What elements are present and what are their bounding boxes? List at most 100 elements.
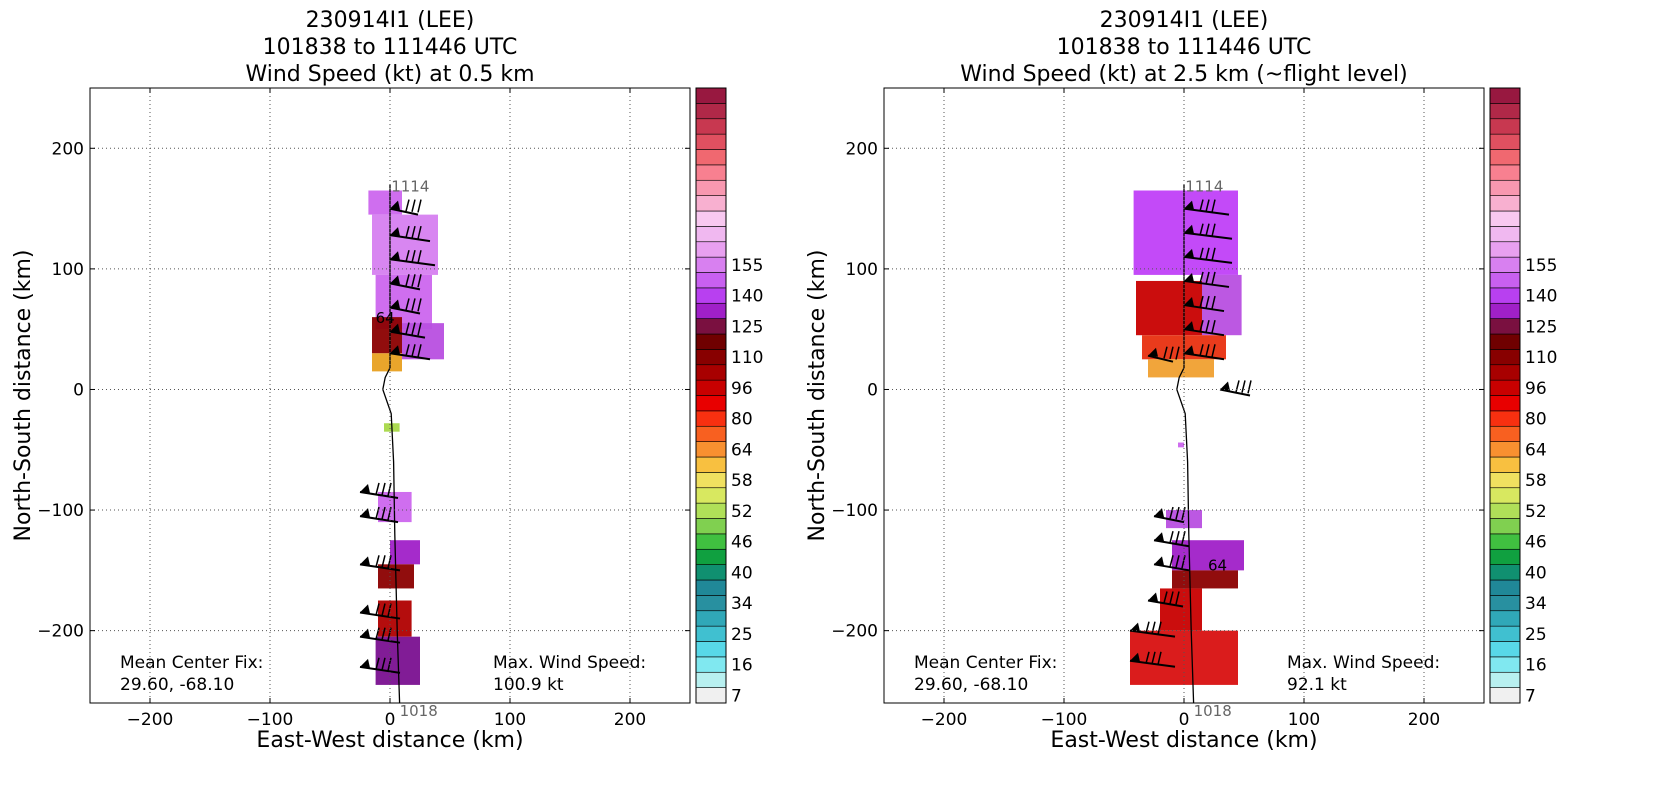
colorbar-segment <box>1489 687 1521 704</box>
colorbar-segment <box>1489 472 1521 489</box>
y-axis-label: North-South distance (km) <box>805 250 830 542</box>
wind-barb-flag <box>390 323 400 333</box>
wind-barb-shaft <box>359 611 401 620</box>
colorbar-segment <box>1489 103 1521 120</box>
wind-barb-flag <box>1154 508 1164 518</box>
colorbar-segment <box>1489 164 1521 181</box>
wind-barb-feather <box>387 555 392 569</box>
wind-barb-feather <box>1211 320 1216 334</box>
colorbar-segment <box>695 287 727 304</box>
wind-barb-flag <box>360 604 370 614</box>
colorbar-tick-label: 125 <box>731 317 763 337</box>
colorbar-segment <box>1489 318 1521 335</box>
wind-barb-feather <box>1181 506 1186 521</box>
chart-title-line: 101838 to 111446 UTC <box>263 35 518 60</box>
wind-patch <box>1172 570 1238 589</box>
wind-barb-feather <box>1169 531 1174 543</box>
wind-barb-flag <box>1184 272 1194 282</box>
contour-64-label: 64 <box>376 309 395 327</box>
wind-barb-feather <box>1157 621 1162 635</box>
wind-barb-feather <box>411 322 416 335</box>
wind-barb-feather <box>1199 319 1204 332</box>
wind-barb-flag <box>1154 532 1164 542</box>
colorbar-tick-label: 7 <box>1525 686 1536 706</box>
colorbar-segment <box>1489 302 1521 319</box>
wind-barb <box>1183 271 1230 288</box>
wind-barb-shaft <box>359 515 399 524</box>
colorbar-segment <box>1489 272 1521 289</box>
wind-barb-feather <box>375 657 380 670</box>
wind-barb-shaft <box>1153 515 1185 524</box>
wind-barb <box>389 250 436 267</box>
colorbar-segment <box>695 210 727 227</box>
chart-title-line: Wind Speed (kt) at 2.5 km (~flight level… <box>960 62 1407 87</box>
wind-barb-shaft <box>389 234 431 243</box>
wind-barb-feather <box>381 482 386 496</box>
colorbar-segment <box>695 641 727 658</box>
wind-barb-feather <box>1151 651 1156 665</box>
wind-barb-feather <box>1205 319 1210 333</box>
wind-barb-feather <box>411 199 416 212</box>
chart-title-line: 230914I1 (LEE) <box>1100 8 1269 33</box>
wind-barb-shaft <box>1147 354 1174 363</box>
colorbar-segment <box>695 272 727 289</box>
wind-barb-flag <box>360 508 370 518</box>
max-wind-label: Max. Wind Speed: <box>493 653 646 673</box>
wind-barb <box>1147 591 1184 608</box>
x-tick-label: −200 <box>921 710 968 730</box>
center-fix-label: Mean Center Fix: <box>914 653 1057 673</box>
colorbar-tick-label: 96 <box>731 379 753 399</box>
colorbar-segment <box>1489 564 1521 581</box>
wind-barb-feather <box>1205 199 1210 212</box>
wind-barb-feather <box>1199 223 1204 236</box>
colorbar-tick-label: 16 <box>1525 656 1547 676</box>
colorbar-segment <box>695 502 727 519</box>
wind-barb-feather <box>411 274 416 287</box>
wind-barb-feather <box>1175 591 1180 605</box>
wind-barb-flag <box>1220 381 1230 391</box>
wind-barb <box>1183 199 1230 216</box>
wind-barb-flag <box>360 483 370 493</box>
colorbar-segment <box>695 395 727 412</box>
wind-barb-feather <box>1163 591 1168 604</box>
wind-barb-feather <box>381 506 386 520</box>
wind-barb-feather <box>375 555 380 568</box>
colorbar-frame <box>1489 87 1521 704</box>
center-fix-value: 29.60, -68.10 <box>914 675 1028 695</box>
wind-barb <box>389 322 426 339</box>
wind-barb-flag <box>390 299 400 309</box>
wind-barb-shaft <box>359 490 399 499</box>
chart-title-line: Wind Speed (kt) at 0.5 km <box>245 62 534 87</box>
x-tick-label: −200 <box>127 710 174 730</box>
x-tick-label: 100 <box>1288 710 1320 730</box>
colorbar-segment <box>695 610 727 627</box>
wind-barb <box>389 344 431 361</box>
wind-barb-feather <box>1169 591 1174 604</box>
wind-barb-flag <box>1130 652 1140 662</box>
wind-barb-feather <box>1211 295 1216 310</box>
wind-shading <box>359 184 444 703</box>
wind-barb-feather <box>405 225 410 238</box>
colorbar-tick-label: 16 <box>731 656 753 676</box>
wind-barb-feather <box>1145 651 1150 664</box>
colorbar-segment <box>695 364 727 381</box>
wind-barb-feather <box>1205 247 1210 261</box>
wind-barb-flag <box>1154 556 1164 566</box>
wind-barb <box>1183 344 1225 361</box>
wind-barb-feather <box>387 603 392 617</box>
y-tick-label: 0 <box>867 380 878 400</box>
chart-title-line: 101838 to 111446 UTC <box>1057 35 1312 60</box>
colorbar-segment <box>695 656 727 673</box>
colorbar-segment <box>695 349 727 366</box>
track-start-label: 1018 <box>1194 702 1232 720</box>
wind-barb-feather <box>1163 346 1168 359</box>
colorbar-segment <box>1489 179 1521 196</box>
colorbar-segment <box>1489 226 1521 243</box>
wind-barb-feather <box>1205 223 1210 237</box>
wind-barb-feather <box>405 322 410 335</box>
colorbar-segment <box>1489 287 1521 304</box>
wind-barb-feather <box>417 322 422 336</box>
colorbar-segment <box>695 103 727 120</box>
colorbar-segment <box>695 87 727 104</box>
